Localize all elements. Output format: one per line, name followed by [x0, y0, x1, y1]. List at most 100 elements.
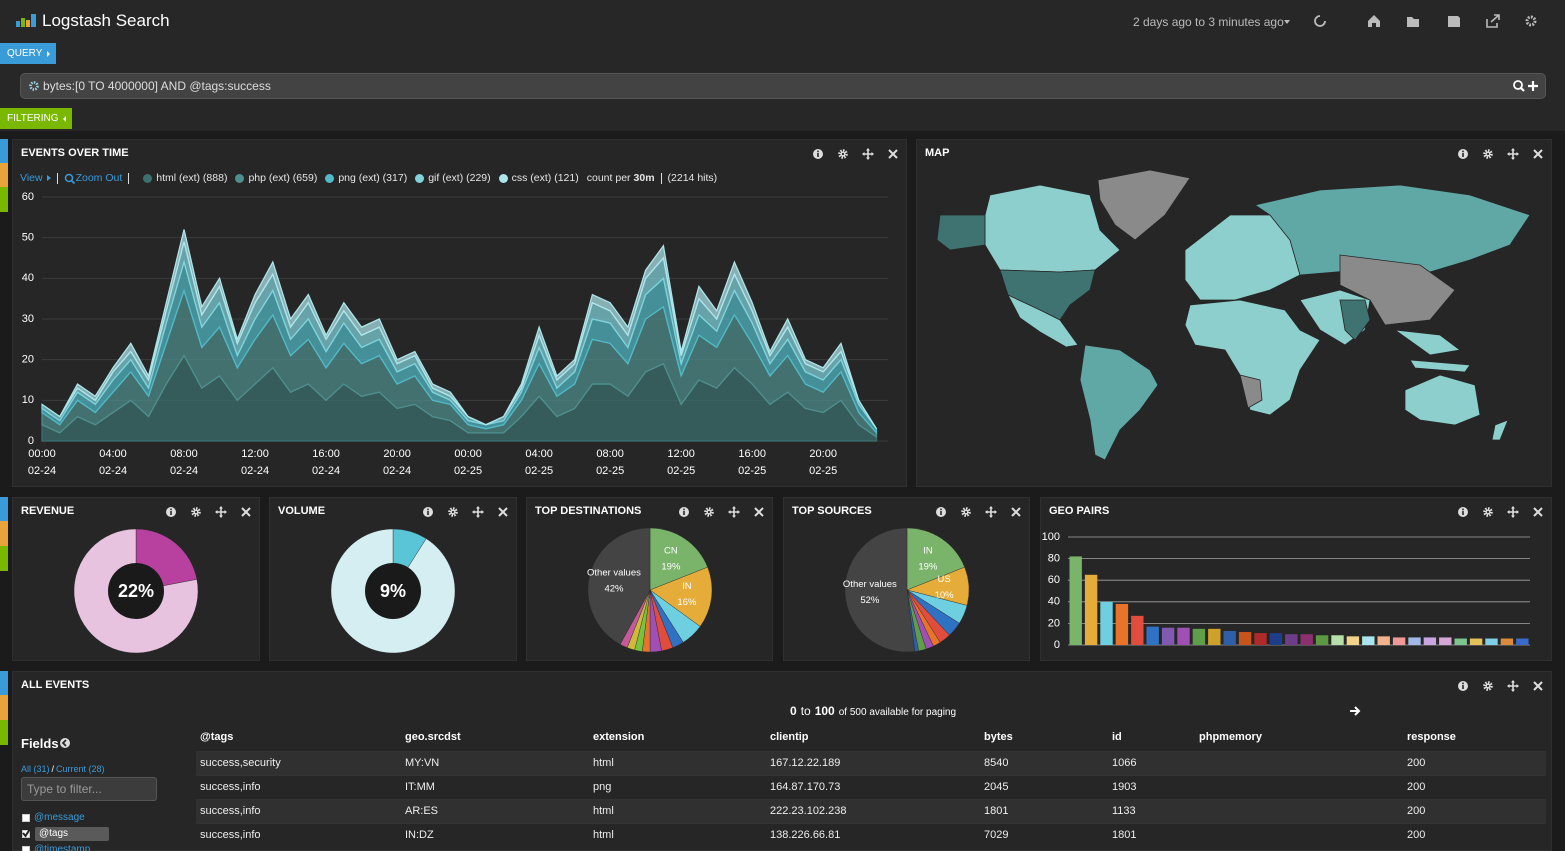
move-icon[interactable] — [215, 506, 227, 518]
info-icon[interactable] — [165, 506, 177, 518]
caret[interactable] — [46, 175, 51, 181]
icon-part[interactable] — [64, 173, 73, 182]
close-icon[interactable] — [1532, 148, 1544, 160]
icon-part[interactable] — [1462, 508, 1464, 511]
icon-part[interactable] — [61, 739, 67, 747]
settings-icon[interactable] — [960, 506, 972, 518]
info-icon[interactable] — [1457, 148, 1469, 160]
icon-part[interactable] — [472, 506, 484, 518]
info-icon[interactable] — [422, 506, 434, 518]
icon-part[interactable] — [170, 508, 172, 511]
icon-part[interactable] — [817, 153, 819, 157]
share-icon[interactable] — [1486, 14, 1500, 28]
icon-part[interactable] — [683, 511, 685, 515]
zoom-icon[interactable] — [64, 173, 76, 184]
icon-part[interactable] — [1462, 682, 1464, 685]
checkbox[interactable] — [22, 846, 30, 851]
row-strip[interactable] — [0, 497, 8, 521]
icon-part[interactable] — [838, 149, 848, 159]
icon-part[interactable] — [1513, 80, 1523, 90]
row-strip[interactable] — [0, 521, 8, 546]
next-page[interactable] — [1349, 705, 1361, 717]
column-header[interactable]: @tags — [200, 731, 234, 743]
row-strip[interactable] — [0, 187, 8, 212]
move-icon[interactable] — [728, 506, 740, 518]
icon-part[interactable] — [1462, 685, 1464, 689]
icon-part[interactable] — [1533, 681, 1543, 691]
icon-part[interactable] — [1508, 507, 1518, 517]
icon-part[interactable] — [1486, 510, 1490, 514]
view-link[interactable]: View — [20, 172, 43, 184]
icon-part[interactable] — [215, 506, 227, 518]
field-name[interactable]: @tags — [39, 828, 69, 839]
query-button[interactable]: QUERY — [0, 43, 57, 64]
icon-part[interactable] — [448, 507, 458, 517]
icon-part[interactable] — [728, 506, 740, 518]
checkbox[interactable] — [22, 814, 30, 822]
row-strip[interactable] — [0, 546, 8, 571]
move-icon[interactable] — [1507, 148, 1519, 160]
icon-part[interactable] — [754, 507, 764, 517]
icon-part[interactable] — [70, 179, 75, 184]
settings-icon[interactable] — [1482, 506, 1494, 518]
icon-part[interactable] — [1350, 706, 1361, 716]
icon-part[interactable] — [191, 507, 201, 517]
save-icon[interactable] — [1448, 16, 1460, 27]
icon-part[interactable] — [473, 507, 483, 517]
info-icon[interactable] — [812, 148, 824, 160]
column-header[interactable]: phpmemory — [1199, 731, 1262, 743]
icon-part[interactable] — [1507, 148, 1519, 160]
icon-part[interactable] — [1462, 511, 1464, 515]
zoom-out-link[interactable]: Zoom Out — [75, 172, 123, 184]
caret[interactable] — [1284, 20, 1290, 24]
move-icon[interactable] — [985, 506, 997, 518]
column-header[interactable]: bytes — [984, 731, 1013, 743]
icon-part[interactable] — [964, 510, 968, 514]
check-mark[interactable] — [21, 828, 31, 838]
icon-part[interactable] — [940, 508, 942, 511]
icon-part[interactable] — [451, 510, 455, 514]
query-settings-icon[interactable] — [28, 80, 40, 92]
column-header[interactable]: clientip — [770, 731, 809, 743]
icon-part[interactable] — [985, 506, 997, 518]
icon-part[interactable] — [22, 828, 31, 838]
search-icons[interactable] — [1512, 79, 1540, 93]
icon-part[interactable] — [817, 150, 819, 153]
column-header[interactable]: geo.srcdst — [405, 731, 461, 743]
info-icon[interactable] — [935, 506, 947, 518]
query-input[interactable] — [20, 73, 1546, 99]
icon-part[interactable] — [841, 152, 845, 156]
move-icon[interactable] — [862, 148, 874, 160]
icon-part[interactable] — [1483, 507, 1493, 517]
row-strip[interactable] — [0, 695, 8, 720]
icon-part[interactable] — [1507, 506, 1519, 518]
icon-part[interactable] — [216, 507, 226, 517]
icon-part[interactable] — [1508, 149, 1518, 159]
column-header[interactable]: extension — [593, 731, 645, 743]
close-icon[interactable] — [497, 506, 509, 518]
icon-part[interactable] — [862, 148, 874, 160]
icon-part[interactable] — [60, 738, 70, 748]
icon-part[interactable] — [498, 507, 508, 517]
icon-part[interactable] — [1508, 681, 1518, 691]
info-icon[interactable] — [1457, 506, 1469, 518]
icon-part[interactable] — [427, 508, 429, 511]
icon-part[interactable] — [1533, 149, 1543, 159]
row-strip[interactable] — [0, 139, 8, 163]
current-fields[interactable]: Current (28) — [56, 764, 105, 774]
settings-icon[interactable] — [1525, 15, 1537, 27]
move-icon[interactable] — [472, 506, 484, 518]
load-icon[interactable] — [1407, 17, 1419, 27]
icon-part[interactable] — [1483, 149, 1493, 159]
icon-part[interactable] — [940, 511, 942, 515]
info-icon[interactable] — [1457, 680, 1469, 692]
icon-part[interactable] — [170, 511, 172, 515]
icon-part[interactable] — [1533, 507, 1543, 517]
icon-part[interactable] — [1011, 507, 1021, 517]
row-strip[interactable] — [0, 671, 8, 695]
column-header[interactable]: response — [1407, 731, 1456, 743]
close-icon[interactable] — [753, 506, 765, 518]
close-icon[interactable] — [1010, 506, 1022, 518]
time-range[interactable]: 2 days ago to 3 minutes ago — [1133, 15, 1284, 29]
home-icon[interactable] — [1368, 15, 1380, 27]
